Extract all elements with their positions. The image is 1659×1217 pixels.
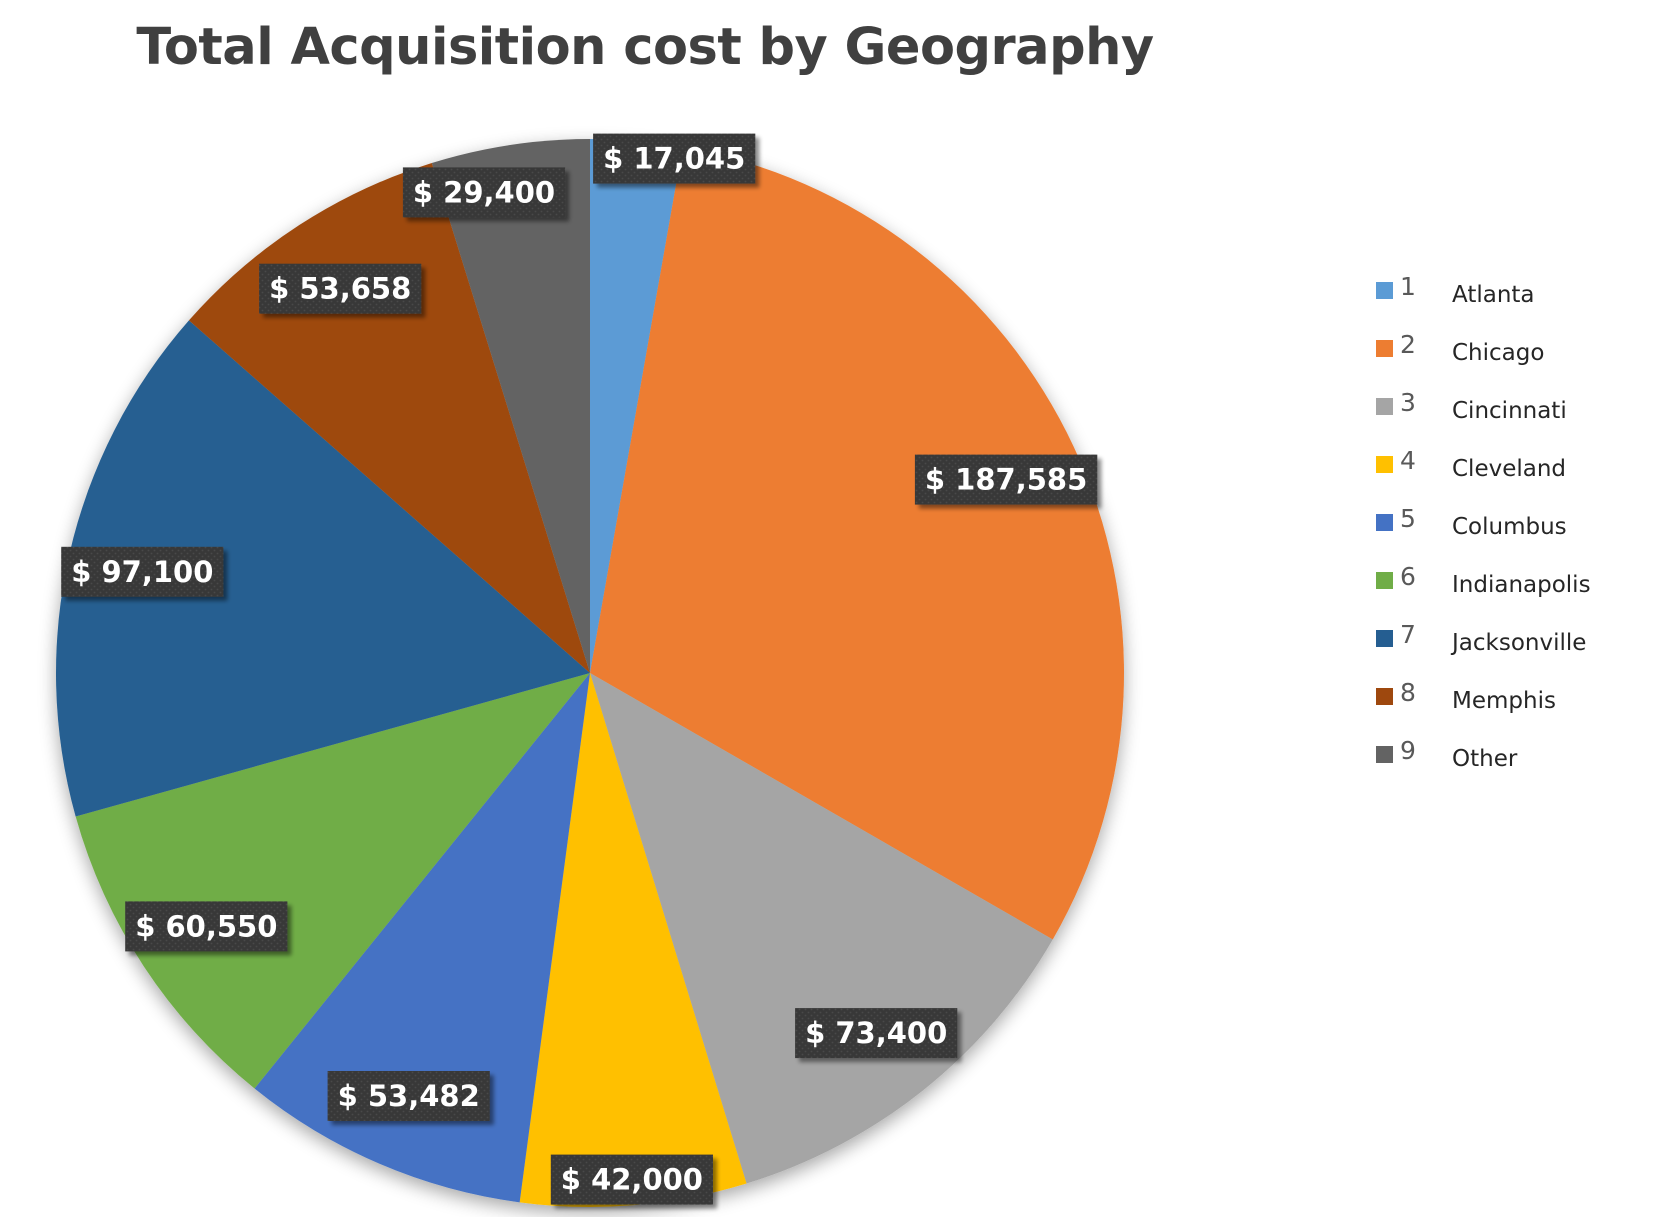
legend-label: Other <box>1452 746 1518 772</box>
data-label-text: $ 73,400 <box>805 1016 947 1050</box>
data-label-text: $ 60,550 <box>135 909 277 943</box>
pie-slice-chicago <box>590 147 1125 940</box>
chart-title: Total Acquisition cost by Geography <box>136 18 1154 77</box>
legend-label: Cincinnati <box>1452 398 1567 424</box>
legend-number: 4 <box>1400 446 1416 475</box>
legend-swatch <box>1376 456 1393 473</box>
legend-swatch <box>1376 340 1393 357</box>
data-label-cincinnati: $ 73,400 <box>795 1008 958 1059</box>
pie-slice-indianapolis <box>75 673 590 1089</box>
pie-slice-jacksonville <box>55 320 590 817</box>
legend-swatch <box>1376 630 1393 647</box>
legend-number: 1 <box>1400 272 1416 301</box>
data-label-cleveland: $ 42,000 <box>550 1154 713 1205</box>
data-label-text: $ 53,482 <box>338 1079 480 1113</box>
legend-number: 6 <box>1400 562 1416 591</box>
legend-label: Chicago <box>1452 340 1545 366</box>
legend-number: 7 <box>1400 620 1416 649</box>
legend-label: Memphis <box>1452 688 1556 714</box>
legend-swatch <box>1376 282 1393 299</box>
data-label-text: $ 42,000 <box>561 1163 703 1197</box>
data-label-chicago: $ 187,585 <box>914 454 1098 505</box>
legend-label: Columbus <box>1452 514 1567 540</box>
legend-number: 3 <box>1400 388 1416 417</box>
pie-slice-atlanta <box>590 139 683 673</box>
data-label-text: $ 29,400 <box>413 175 555 209</box>
data-label-columbus: $ 53,482 <box>327 1071 490 1121</box>
legend-swatch <box>1376 688 1393 705</box>
data-label-text: $ 17,045 <box>603 142 745 176</box>
data-label-text: $ 187,585 <box>925 463 1087 497</box>
legend-swatch <box>1376 398 1393 415</box>
data-label-indianapolis: $ 60,550 <box>125 901 288 952</box>
legend-number: 5 <box>1400 504 1416 533</box>
data-label-text: $ 53,658 <box>269 272 411 306</box>
legend-label: Cleveland <box>1452 456 1567 482</box>
legend-swatch <box>1376 746 1393 763</box>
data-label-jacksonville: $ 97,100 <box>61 546 224 597</box>
pie-slice-columbus <box>254 673 590 1203</box>
data-label-atlanta: $ 17,045 <box>593 133 756 184</box>
legend-label: Atlanta <box>1452 282 1535 308</box>
legend-number: 8 <box>1400 678 1416 707</box>
data-label-other: $ 29,400 <box>402 167 566 218</box>
data-label-memphis: $ 53,658 <box>259 263 422 314</box>
data-label-text: $ 97,100 <box>71 555 213 589</box>
legend-label: Jacksonville <box>1452 630 1587 656</box>
legend-number: 9 <box>1400 736 1416 765</box>
legend-label: Indianapolis <box>1452 572 1591 598</box>
legend-swatch <box>1376 514 1393 531</box>
legend-number: 2 <box>1400 330 1416 359</box>
pie-slice-other <box>431 139 590 673</box>
legend-swatch <box>1376 572 1393 589</box>
pie-slice-cleveland <box>519 673 747 1207</box>
